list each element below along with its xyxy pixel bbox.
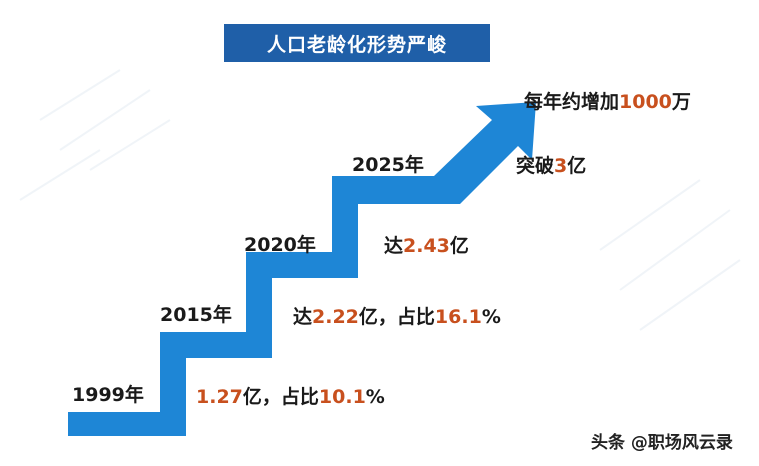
year-1999-label: 1999年 bbox=[72, 384, 144, 406]
annotation-annual-increase: 每年约增加1000万 bbox=[524, 91, 691, 113]
year-2015-label: 2015年 bbox=[160, 304, 232, 326]
background-decoration bbox=[19, 69, 741, 331]
year-2020-label: 2020年 bbox=[244, 234, 316, 256]
arrow-body bbox=[68, 102, 536, 436]
annotation-2020: 达2.43亿 bbox=[384, 235, 469, 257]
watermark: 头条 @职场风云录 bbox=[591, 433, 733, 453]
page-title: 人口老龄化形势严峻 bbox=[224, 24, 490, 62]
annotation-2015: 达2.22亿，占比16.1% bbox=[293, 306, 501, 328]
annotation-1999: 1.27亿，占比10.1% bbox=[196, 386, 385, 408]
annotation-2025: 突破3亿 bbox=[516, 155, 587, 177]
year-2025-label: 2025年 bbox=[352, 154, 424, 176]
